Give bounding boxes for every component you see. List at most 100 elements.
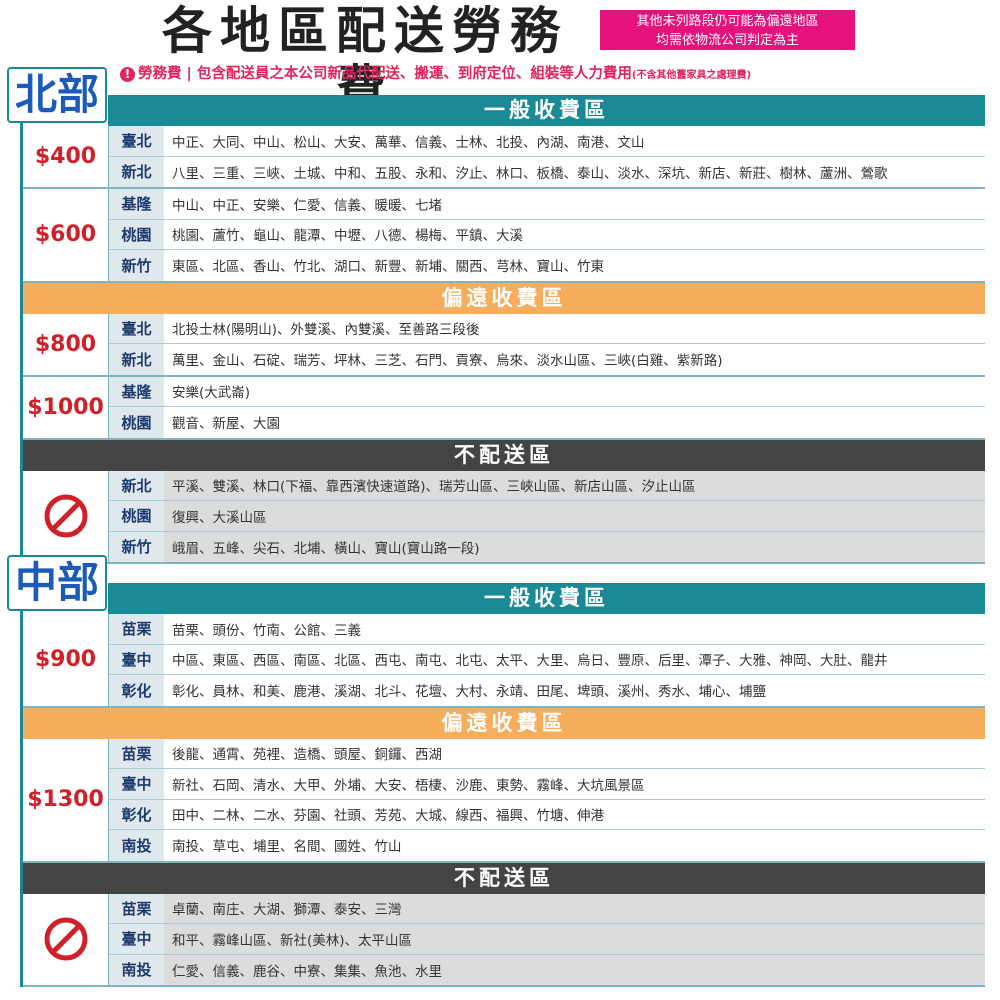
sub-text: 包含配送員之本公司新品代配送、搬運、到府定位、組裝等人力費用 bbox=[196, 66, 632, 82]
areas: 新社、石岡、清水、大甲、外埔、大安、梧棲、沙鹿、東勢、霧峰、大坑風景區 bbox=[172, 777, 645, 794]
zone-header: 不配送區 bbox=[23, 862, 985, 894]
areas: 後龍、通霄、苑裡、造橋、頭屋、銅鑼、西湖 bbox=[172, 747, 442, 764]
row: 桃園 桃園、蘆竹、龜山、龍潭、中壢、八德、楊梅、平鎮、大溪 bbox=[109, 219, 985, 250]
city: 苗栗 bbox=[109, 614, 164, 644]
areas: 仁愛、信義、鹿谷、中寮、集集、魚池、水里 bbox=[172, 963, 442, 980]
city: 彰化 bbox=[109, 675, 164, 706]
city: 新竹 bbox=[109, 531, 164, 562]
region: 北部 一般收費區 $400 臺北 中正、大同、中山、松山、大安、萬華、信義、士林、北投、… bbox=[7, 67, 985, 564]
rows: 基隆 中山、中正、安樂、仁愛、信義、暖暖、七堵 桃園 桃園、蘆竹、龜山、龍潭、中壢、八… bbox=[109, 189, 985, 281]
areas: 北投士林(陽明山)、外雙溪、內雙溪、至善路三段後 bbox=[172, 322, 480, 339]
region-label: 北部 bbox=[7, 67, 107, 123]
price-cell: $600 bbox=[23, 189, 109, 281]
areas: 觀音、新屋、大園 bbox=[172, 416, 280, 433]
price-cell: $400 bbox=[23, 126, 109, 187]
areas: 桃園、蘆竹、龜山、龍潭、中壢、八德、楊梅、平鎮、大溪 bbox=[172, 228, 523, 245]
price: $1000 bbox=[27, 394, 104, 420]
city: 桃園 bbox=[109, 501, 164, 531]
city: 苗栗 bbox=[109, 893, 164, 923]
city: 彰化 bbox=[109, 799, 164, 829]
city: 桃園 bbox=[109, 219, 164, 249]
city: 臺中 bbox=[109, 644, 164, 674]
region-label: 中部 bbox=[7, 555, 107, 611]
areas: 東區、北區、香山、竹北、湖口、新豐、新埔、關西、芎林、寶山、竹東 bbox=[172, 259, 604, 276]
row: 臺北 中正、大同、中山、松山、大安、萬華、信義、士林、北投、內湖、南港、文山 bbox=[109, 126, 985, 157]
group: $1300 苗栗 後龍、通霄、苑裡、造橋、頭屋、銅鑼、西湖 臺中 新社、石岡、清水、大甲… bbox=[23, 738, 985, 863]
rows: 苗栗 後龍、通霄、苑裡、造橋、頭屋、銅鑼、西湖 臺中 新社、石岡、清水、大甲、外埔、大… bbox=[109, 738, 985, 861]
group: $600 基隆 中山、中正、安樂、仁愛、信義、暖暖、七堵 桃園 桃園、蘆竹、龜山、龍潭、… bbox=[23, 189, 985, 283]
zone-header: 一般收費區 bbox=[108, 95, 985, 126]
price: $600 bbox=[34, 222, 97, 248]
city: 南投 bbox=[109, 954, 164, 985]
subtitle: ! 勞務費 | 包含配送員之本公司新品代配送、搬運、到府定位、組裝等人力費用(不含… bbox=[120, 62, 751, 83]
price-cell: $1300 bbox=[23, 738, 109, 861]
rows: 臺北 北投士林(陽明山)、外雙溪、內雙溪、至善路三段後 新北 萬里、金山、石碇、瑞芳、… bbox=[109, 313, 985, 375]
city: 南投 bbox=[109, 830, 164, 861]
areas: 安樂(大武崙) bbox=[172, 385, 251, 402]
city: 臺北 bbox=[109, 126, 164, 156]
notice: 其他未列路段仍可能為偏遠地區 均需依物流公司判定為主 bbox=[600, 10, 855, 50]
areas: 和平、霧峰山區、新社(美林)、太平山區 bbox=[172, 932, 413, 949]
notice-line: 均需依物流公司判定為主 bbox=[655, 33, 799, 48]
group: $1000 基隆 安樂(大武崙) 桃園 觀音、新屋、大園 bbox=[23, 376, 985, 440]
price-cell: $900 bbox=[23, 614, 109, 706]
row: 臺北 北投士林(陽明山)、外雙溪、內雙溪、至善路三段後 bbox=[109, 313, 985, 344]
rows: 基隆 安樂(大武崙) 桃園 觀音、新屋、大園 bbox=[109, 376, 985, 438]
price-cell: $800 bbox=[23, 313, 109, 375]
rows: 臺北 中正、大同、中山、松山、大安、萬華、信義、士林、北投、內湖、南港、文山 新北八… bbox=[109, 126, 985, 187]
city: 基隆 bbox=[109, 376, 164, 406]
rows: 新北 平溪、雙溪、林口(下福、靠西濱快速道路)、瑞芳山區、三峽山區、新店山區、汐止… bbox=[109, 470, 985, 562]
row: 彰化 田中、二林、二水、芬園、社頭、芳苑、大城、線西、福興、竹塘、伸港 bbox=[109, 799, 985, 830]
areas: 復興、大溪山區 bbox=[172, 509, 267, 526]
areas: 苗栗、頭份、竹南、公館、三義 bbox=[172, 622, 361, 639]
row: 苗栗 卓蘭、南庄、大湖、獅潭、泰安、三灣 bbox=[109, 893, 985, 924]
group: $800 臺北 北投士林(陽明山)、外雙溪、內雙溪、至善路三段後 新北 萬里、金山、石碇… bbox=[23, 313, 985, 377]
price: $900 bbox=[34, 647, 97, 673]
row: 基隆 中山、中正、安樂、仁愛、信義、暖暖、七堵 bbox=[109, 189, 985, 220]
city: 苗栗 bbox=[109, 738, 164, 768]
row: 桃園 復興、大溪山區 bbox=[109, 501, 985, 532]
city: 臺中 bbox=[109, 924, 164, 954]
price-cell bbox=[23, 893, 109, 985]
group: 苗栗 卓蘭、南庄、大湖、獅潭、泰安、三灣 臺中 和平、霧峰山區、新社(美林)、太平山區… bbox=[23, 893, 985, 987]
areas: 卓蘭、南庄、大湖、獅潭、泰安、三灣 bbox=[172, 902, 402, 919]
areas: 田中、二林、二水、芬園、社頭、芳苑、大城、線西、福興、竹塘、伸港 bbox=[172, 808, 604, 825]
areas: 南投、草屯、埔里、名間、國姓、竹山 bbox=[172, 839, 402, 856]
row: 新北 平溪、雙溪、林口(下福、靠西濱快速道路)、瑞芳山區、三峽山區、新店山區、汐止… bbox=[109, 470, 985, 501]
group: 新北 平溪、雙溪、林口(下福、靠西濱快速道路)、瑞芳山區、三峽山區、新店山區、汐止… bbox=[23, 470, 985, 564]
areas: 峨眉、五峰、尖石、北埔、橫山、寶山(寶山路一段) bbox=[172, 540, 480, 557]
areas: 彰化、員林、和美、鹿港、溪湖、北斗、花壇、大村、永靖、田尾、埤頭、溪州、秀水、埔… bbox=[172, 684, 766, 701]
zone-header: 不配送區 bbox=[23, 439, 985, 471]
row: 桃園 觀音、新屋、大園 bbox=[109, 407, 985, 438]
no-delivery-icon bbox=[44, 917, 87, 961]
row: 苗栗 苗栗、頭份、竹南、公館、三義 bbox=[109, 614, 985, 645]
areas: 萬里、金山、石碇、瑞芳、坪林、三芝、石門、貢寮、烏來、淡水山區、三峽(白雞、紫新… bbox=[172, 353, 723, 370]
price: $400 bbox=[34, 144, 97, 169]
areas: 中山、中正、安樂、仁愛、信義、暖暖、七堵 bbox=[172, 197, 442, 214]
price: $800 bbox=[34, 331, 97, 357]
city: 新北 bbox=[109, 156, 164, 187]
price-cell: $1000 bbox=[23, 376, 109, 438]
notice-line: 其他未列路段仍可能為偏遠地區 bbox=[636, 14, 819, 29]
region: 中部 一般收費區 $900 苗栗 苗栗、頭份、竹南、公館、三義 臺中 中區、東區、西區、南區… bbox=[7, 555, 985, 987]
city: 臺北 bbox=[109, 313, 164, 343]
sub-label: 勞務費 bbox=[138, 66, 182, 82]
row: 臺中 新社、石岡、清水、大甲、外埔、大安、梧棲、沙鹿、東勢、霧峰、大坑風景區 bbox=[109, 769, 985, 800]
row: 新竹 峨眉、五峰、尖石、北埔、橫山、寶山(寶山路一段) bbox=[109, 531, 985, 562]
city: 新竹 bbox=[109, 250, 164, 281]
city: 基隆 bbox=[109, 189, 164, 219]
row: 彰化 彰化、員林、和美、鹿港、溪湖、北斗、花壇、大村、永靖、田尾、埤頭、溪州、秀水… bbox=[109, 675, 985, 706]
row: 臺中 和平、霧峰山區、新社(美林)、太平山區 bbox=[109, 924, 985, 955]
row: 南投 南投、草屯、埔里、名間、國姓、竹山 bbox=[109, 830, 985, 861]
row: 苗栗 後龍、通霄、苑裡、造橋、頭屋、銅鑼、西湖 bbox=[109, 738, 985, 769]
group: $400 臺北 中正、大同、中山、松山、大安、萬華、信義、士林、北投、內湖、南港、文… bbox=[23, 126, 985, 189]
city: 臺中 bbox=[109, 769, 164, 799]
alert-icon: ! bbox=[120, 67, 135, 82]
sub-note: (不含其他舊家具之處理費) bbox=[631, 70, 752, 81]
row: 新北 八里、三重、三峽、土城、中和、五股、永和、汐止、林口、板橋、泰山、淡水、深坑… bbox=[109, 156, 985, 187]
areas: 中區、東區、西區、南區、北區、西屯、南屯、北屯、太平、大里、烏日、豐原、后里、潭… bbox=[172, 653, 888, 670]
zone-header: 偏遠收費區 bbox=[23, 707, 985, 739]
row: 基隆 安樂(大武崙) bbox=[109, 376, 985, 407]
areas: 平溪、雙溪、林口(下福、靠西濱快速道路)、瑞芳山區、三峽山區、新店山區、汐止山區 bbox=[172, 479, 696, 496]
